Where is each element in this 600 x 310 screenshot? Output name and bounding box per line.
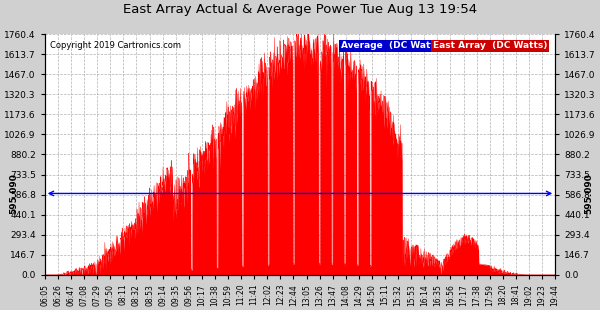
Text: 595.090: 595.090 [10,173,19,214]
Text: 595.090: 595.090 [584,173,593,214]
Text: East Array Actual & Average Power Tue Aug 13 19:54: East Array Actual & Average Power Tue Au… [123,3,477,16]
Text: Average  (DC Watts): Average (DC Watts) [341,41,444,50]
Text: Copyright 2019 Cartronics.com: Copyright 2019 Cartronics.com [50,41,181,50]
Text: East Array  (DC Watts): East Array (DC Watts) [433,41,547,50]
